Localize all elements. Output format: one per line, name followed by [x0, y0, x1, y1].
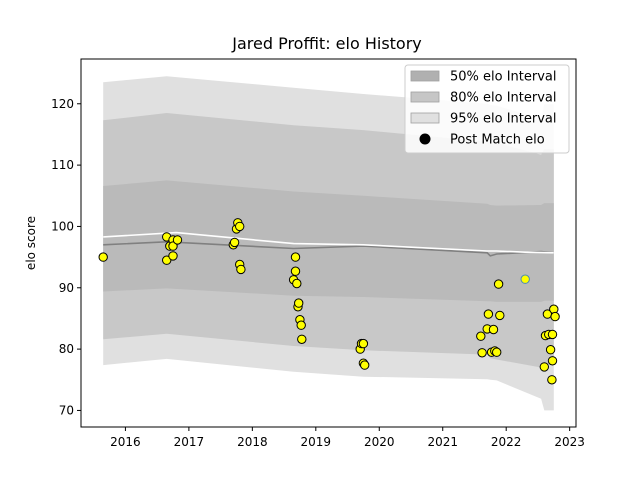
post-match-elo-point — [547, 356, 558, 366]
post-match-elo-point — [229, 237, 240, 248]
x-tick-label: 2022 — [491, 435, 522, 449]
post-match-points — [98, 218, 560, 385]
legend-box — [404, 64, 570, 154]
legend-label: Post Match elo — [450, 133, 545, 148]
legend-label: 80% elo Interval — [450, 91, 557, 106]
legend-marker — [419, 133, 431, 145]
legend-swatch — [410, 70, 440, 82]
y-axis-label: elo score — [24, 216, 38, 270]
white-elo-line — [103, 231, 554, 254]
post-match-elo-point — [477, 348, 487, 358]
post-match-elo-point — [236, 264, 246, 275]
post-match-elo-point — [297, 334, 307, 344]
interval-bands — [103, 76, 554, 411]
band-50 — [103, 180, 554, 302]
post-match-elo-point — [235, 221, 245, 232]
post-match-elo-point — [360, 360, 370, 370]
x-tick-label: 2019 — [301, 435, 332, 449]
chart-title: Jared Proffit: elo History — [231, 34, 422, 53]
plot-frame — [80, 58, 577, 428]
post-match-elo-point — [483, 309, 494, 319]
post-match-elo-point — [493, 279, 504, 289]
x-tick-label: 2018 — [237, 435, 268, 449]
x-tick-label: 2020 — [364, 435, 395, 449]
elo-lines — [103, 231, 554, 257]
post-match-elo-point — [547, 375, 557, 385]
x-axis-ticks: 2016 2017 2018 2019 2020 2021 2022 2023 — [110, 427, 585, 449]
post-match-elo-point — [492, 347, 502, 357]
post-match-elo-point — [488, 324, 499, 335]
post-match-elo-point — [172, 235, 183, 245]
x-tick-label: 2016 — [110, 435, 141, 449]
y-tick-label: 120 — [51, 97, 74, 111]
post-match-elo-point — [168, 251, 178, 261]
y-tick-label: 90 — [59, 281, 74, 295]
post-match-elo-point — [545, 345, 556, 355]
legend-item: 80% elo Interval — [410, 91, 557, 106]
post-match-elo-point — [358, 338, 369, 349]
legend-label: 50% elo Interval — [450, 70, 557, 85]
post-match-elo-point — [539, 362, 549, 372]
post-match-elo-point — [290, 252, 301, 262]
post-match-elo-point — [520, 274, 530, 284]
post-match-elo-point — [290, 266, 301, 276]
y-tick-label: 110 — [51, 158, 74, 172]
post-match-elo-point — [495, 310, 505, 321]
x-tick-label: 2017 — [174, 435, 205, 449]
legend-swatch — [410, 91, 440, 103]
x-tick-label: 2023 — [554, 435, 585, 449]
legend-swatch — [410, 112, 440, 124]
legend-item: Post Match elo — [419, 133, 545, 148]
y-tick-label: 80 — [59, 342, 74, 356]
legend-item: 50% elo Interval — [410, 70, 557, 85]
x-tick-label: 2021 — [427, 435, 458, 449]
post-match-elo-point — [547, 329, 558, 340]
post-match-elo-point — [294, 298, 304, 308]
legend-item: 95% elo Interval — [410, 112, 557, 127]
post-match-elo-point — [168, 241, 178, 251]
legend-label: 95% elo Interval — [450, 112, 557, 127]
chart-legend: 50% elo Interval 80% elo Interval 95% elo … — [404, 64, 570, 154]
post-match-elo-point — [162, 255, 172, 265]
post-match-elo-point — [98, 252, 108, 262]
y-tick-label: 70 — [59, 403, 74, 417]
post-match-elo-point — [476, 331, 486, 341]
post-match-elo-point — [296, 320, 306, 330]
post-match-elo-point — [292, 278, 302, 289]
post-match-elo-point — [550, 311, 560, 322]
y-axis-ticks: 70 80 90 100 110 120 — [51, 97, 81, 417]
y-tick-label: 100 — [51, 219, 74, 233]
